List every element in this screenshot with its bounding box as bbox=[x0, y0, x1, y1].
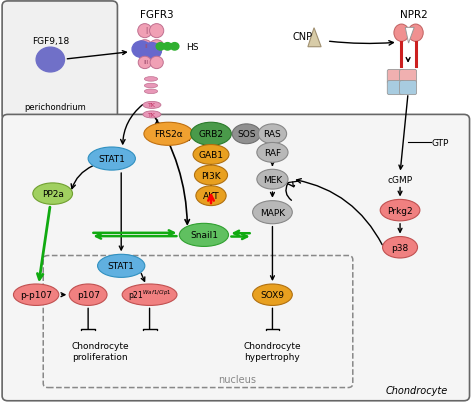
Ellipse shape bbox=[179, 224, 228, 247]
Text: p107: p107 bbox=[77, 290, 100, 299]
Text: SOX9: SOX9 bbox=[260, 290, 284, 299]
Text: STAT1: STAT1 bbox=[98, 155, 125, 164]
Ellipse shape bbox=[144, 123, 193, 146]
Ellipse shape bbox=[145, 90, 157, 94]
Ellipse shape bbox=[193, 145, 229, 165]
Text: SOS: SOS bbox=[237, 130, 255, 139]
Text: I: I bbox=[145, 27, 147, 36]
Text: Chondrocyte
proliferation: Chondrocyte proliferation bbox=[71, 342, 129, 361]
Text: p21$^{Waf1/Cip1}$: p21$^{Waf1/Cip1}$ bbox=[128, 288, 172, 302]
Text: Chondrocyte
hypertrophy: Chondrocyte hypertrophy bbox=[244, 342, 301, 361]
Text: FGF9,18: FGF9,18 bbox=[32, 37, 69, 46]
Text: TK: TK bbox=[148, 103, 156, 108]
Ellipse shape bbox=[145, 78, 157, 82]
Ellipse shape bbox=[88, 147, 136, 171]
FancyBboxPatch shape bbox=[387, 81, 404, 95]
Ellipse shape bbox=[257, 143, 288, 163]
Ellipse shape bbox=[232, 125, 261, 145]
Ellipse shape bbox=[150, 57, 163, 69]
Text: MAPK: MAPK bbox=[260, 208, 285, 217]
Ellipse shape bbox=[191, 123, 231, 146]
Text: GRB2: GRB2 bbox=[199, 130, 224, 139]
Text: STAT1: STAT1 bbox=[108, 262, 135, 271]
Text: p38: p38 bbox=[392, 243, 409, 252]
Text: Chondrocyte: Chondrocyte bbox=[385, 385, 448, 395]
Text: PP2a: PP2a bbox=[42, 190, 64, 199]
Ellipse shape bbox=[380, 200, 420, 221]
Ellipse shape bbox=[138, 24, 152, 38]
Ellipse shape bbox=[150, 24, 164, 38]
Text: AKT: AKT bbox=[203, 192, 219, 201]
Text: perichondrium: perichondrium bbox=[24, 103, 86, 112]
FancyBboxPatch shape bbox=[2, 2, 118, 121]
Ellipse shape bbox=[138, 40, 152, 53]
Ellipse shape bbox=[69, 284, 107, 306]
Circle shape bbox=[170, 43, 179, 51]
FancyBboxPatch shape bbox=[400, 81, 417, 95]
Text: Snail1: Snail1 bbox=[190, 231, 218, 240]
Text: nucleus: nucleus bbox=[218, 375, 256, 385]
Text: FGFR3: FGFR3 bbox=[140, 10, 173, 20]
Ellipse shape bbox=[145, 84, 157, 88]
Text: Prkg2: Prkg2 bbox=[387, 206, 413, 215]
Ellipse shape bbox=[196, 186, 226, 206]
Circle shape bbox=[143, 43, 161, 60]
Ellipse shape bbox=[253, 201, 292, 224]
FancyBboxPatch shape bbox=[387, 70, 404, 84]
Ellipse shape bbox=[98, 255, 145, 278]
Ellipse shape bbox=[383, 237, 418, 259]
Polygon shape bbox=[308, 28, 321, 47]
Ellipse shape bbox=[150, 40, 164, 53]
Text: cGMP: cGMP bbox=[387, 175, 412, 184]
Polygon shape bbox=[405, 28, 414, 44]
Text: NPR2: NPR2 bbox=[401, 10, 428, 20]
Text: II: II bbox=[145, 44, 148, 49]
Ellipse shape bbox=[257, 170, 288, 190]
Circle shape bbox=[36, 48, 64, 73]
Text: RAS: RAS bbox=[264, 130, 282, 139]
Ellipse shape bbox=[408, 25, 423, 42]
FancyBboxPatch shape bbox=[2, 115, 470, 401]
Text: PI3K: PI3K bbox=[201, 171, 221, 180]
Ellipse shape bbox=[253, 284, 292, 306]
Ellipse shape bbox=[122, 284, 177, 306]
Text: CNP: CNP bbox=[292, 32, 312, 42]
Text: GAB1: GAB1 bbox=[199, 151, 224, 159]
Circle shape bbox=[156, 43, 164, 51]
Text: III: III bbox=[144, 60, 149, 65]
Ellipse shape bbox=[258, 125, 287, 145]
Ellipse shape bbox=[194, 166, 228, 185]
Ellipse shape bbox=[33, 183, 73, 205]
Text: GTP: GTP bbox=[432, 138, 449, 147]
Text: HS: HS bbox=[186, 43, 198, 52]
Ellipse shape bbox=[143, 112, 161, 119]
Text: RAF: RAF bbox=[264, 149, 281, 157]
Text: FRS2α: FRS2α bbox=[154, 130, 183, 139]
Text: MEK: MEK bbox=[263, 175, 282, 184]
Ellipse shape bbox=[138, 57, 152, 69]
Text: TK: TK bbox=[148, 113, 156, 118]
Circle shape bbox=[132, 42, 151, 58]
Ellipse shape bbox=[13, 284, 59, 306]
Ellipse shape bbox=[394, 25, 409, 42]
Text: p-p107: p-p107 bbox=[20, 290, 52, 299]
Circle shape bbox=[163, 43, 172, 51]
Ellipse shape bbox=[143, 102, 161, 109]
FancyBboxPatch shape bbox=[400, 70, 417, 84]
